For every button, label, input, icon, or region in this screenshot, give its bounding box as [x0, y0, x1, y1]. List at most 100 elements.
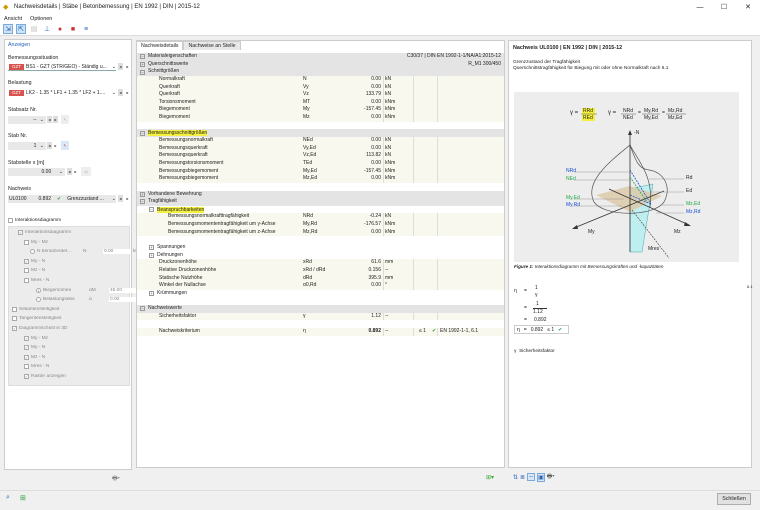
export-table-icon[interactable]: ⊞ — [20, 495, 26, 502]
radio-button[interactable] — [30, 249, 35, 255]
tree-item[interactable]: ✓ My - N — [24, 344, 121, 351]
print-icon[interactable]: 🖶▾ — [112, 476, 120, 482]
next-icon[interactable]: ▸ — [73, 168, 78, 175]
export-icon[interactable]: ⊞▾ — [486, 475, 495, 481]
pick-member-icon[interactable]: ↖ — [61, 141, 69, 150]
print-icon[interactable]: 🖶▾ — [546, 474, 555, 480]
calc-numerator: 1 — [536, 301, 539, 307]
tab-nachweisdetails[interactable]: Nachweisdetails — [136, 41, 184, 50]
checkbox[interactable]: ✓ — [24, 335, 29, 341]
pick-member-set-icon[interactable]: ↖ — [61, 115, 69, 124]
tree-item[interactable]: ✓ My - Mz — [24, 335, 121, 342]
next-icon[interactable]: ▸ — [125, 63, 130, 70]
select-icon[interactable]: ⇲ — [3, 24, 13, 34]
section-row[interactable]: + Spannungen — [137, 244, 504, 252]
close-window-button[interactable]: ✕ — [745, 4, 751, 11]
tree-item-value[interactable]: 0.00 — [109, 297, 137, 303]
radio-button[interactable] — [36, 297, 41, 303]
menu-optionen[interactable]: Optionen — [30, 15, 53, 22]
tree-item[interactable]: ✓ Mz - N — [24, 354, 121, 361]
section-row[interactable]: − Beanspruchbarkeiten — [137, 205, 504, 214]
next-icon[interactable]: ▸ — [53, 116, 58, 123]
collapse-icon: − — [149, 207, 154, 213]
fit-width-icon[interactable]: ⇔ — [527, 473, 536, 481]
result-icon-2[interactable]: ■ — [70, 25, 76, 33]
member-set-select[interactable]: -- ⌄ — [8, 116, 46, 124]
next-icon[interactable]: ▸ — [125, 195, 130, 202]
radio-button[interactable]: • — [36, 287, 41, 293]
table-icon[interactable]: ▤ — [30, 26, 38, 33]
location-options-icon[interactable]: x| — [81, 167, 91, 176]
checkbox[interactable]: ✓ — [12, 326, 17, 331]
section-row[interactable]: + Querschnittswerte R_M1 300/450 — [137, 60, 504, 69]
row-label: Querkraft — [159, 91, 180, 98]
prev-icon[interactable]: ◂ — [118, 195, 123, 202]
design-situation-select[interactable]: GZT BS1 - GZT (STR/GEO) - Ständig u... ⌄ — [8, 63, 116, 71]
settings-icon[interactable]: ≡ — [83, 25, 89, 33]
tree-item[interactable]: ✓ Raster anzeigen — [24, 373, 121, 380]
tree-item[interactable]: Mz - N — [24, 267, 121, 274]
tree-item[interactable]: ✓ Diagrammschnitt in 3D — [12, 325, 109, 332]
filter-icon[interactable]: ⇅ — [513, 474, 519, 481]
prev-icon[interactable]: ◂ — [67, 168, 72, 175]
member-icon[interactable]: ⊥ — [43, 26, 51, 33]
result-icon[interactable]: ● — [57, 25, 63, 33]
section-row[interactable]: − Materialeigenschaften C30/37 | DIN EN 19… — [137, 53, 504, 61]
checkbox[interactable] — [24, 239, 29, 245]
tree-item[interactable]: Tangentensteifigkeit — [12, 315, 109, 322]
close-button[interactable]: Schließen — [717, 493, 751, 505]
expand-icon: + — [149, 245, 154, 251]
check-select[interactable]: UL0100 0.892 ✔ Grenzzustand ... ⌄ — [8, 195, 116, 203]
next-icon[interactable]: ▸ — [53, 142, 58, 149]
checkbox[interactable]: ✓ — [24, 345, 29, 351]
prev-icon[interactable]: ◂ — [47, 142, 52, 149]
checkbox[interactable] — [24, 364, 29, 370]
checkbox[interactable]: ✓ — [24, 258, 29, 264]
prev-icon[interactable]: ◂ — [118, 89, 123, 96]
checkbox[interactable] — [12, 306, 17, 312]
checkbox[interactable] — [24, 268, 29, 274]
row-unit: kNm — [385, 228, 396, 235]
checkbox[interactable] — [12, 316, 17, 322]
checkbox[interactable]: ✓ — [18, 230, 23, 235]
section-row[interactable]: − Nachweiswerte — [137, 305, 504, 313]
row-value: -0.24 — [369, 213, 381, 220]
section-row[interactable]: − Bemessungsschnittgrößen — [137, 129, 504, 138]
checkbox[interactable] — [24, 278, 29, 283]
maximize-button[interactable]: ☐ — [720, 4, 728, 11]
section-row[interactable]: − Schnittgrößen — [137, 68, 504, 76]
tree-item[interactable]: ✓ My - N — [24, 258, 121, 265]
location-select[interactable]: 0.00 ⌄ — [8, 168, 65, 176]
section-row[interactable]: + Vorhandene Bewehrung — [137, 190, 504, 199]
checkbox[interactable] — [8, 218, 13, 223]
checkbox[interactable]: ✓ — [24, 374, 29, 379]
section-row[interactable]: − Tragfähigkeit — [137, 198, 504, 206]
prev-icon[interactable]: ◂ — [47, 116, 52, 123]
checkbox[interactable]: ✓ — [24, 354, 29, 360]
select-multi-icon[interactable]: ⇱ — [16, 24, 26, 34]
tree-item-value[interactable]: 0.00 — [103, 249, 131, 255]
minimize-button[interactable]: — — [696, 3, 704, 11]
tree-item[interactable]: Mres - N — [24, 363, 121, 370]
section-row[interactable]: + Krümmungen — [137, 289, 504, 298]
section-row[interactable]: + Dehnungen — [137, 251, 504, 260]
tree-item[interactable]: ✓ Interaktionsdiagramm — [18, 229, 115, 236]
member-select[interactable]: 1 ⌄ — [8, 142, 46, 150]
loading-select[interactable]: GZT LK2 - 1.35 * LF1 + 1.35 * LF2 + 1...… — [8, 89, 116, 97]
calc-eq: = — [524, 317, 527, 323]
search-icon[interactable]: ⌕ — [6, 494, 10, 501]
tree-item[interactable]: Mres - N — [24, 277, 121, 284]
tree-item[interactable]: My - Mz — [24, 239, 121, 246]
tree-item-value[interactable]: 45.00 — [109, 287, 137, 293]
menu-ansicht[interactable]: Ansicht — [4, 15, 23, 22]
next-icon[interactable]: ▸ — [125, 89, 130, 96]
interaction-diagram-toggle[interactable]: Interaktionsdiagramm — [8, 217, 61, 224]
list-icon[interactable]: ≣ — [520, 474, 526, 481]
prev-icon[interactable]: ◂ — [118, 63, 123, 70]
tab-nachweise-an-stelle[interactable]: Nachweise an Stelle — [183, 41, 241, 50]
tree-item[interactable]: Sekantensteifigkeit — [12, 306, 109, 313]
image-icon[interactable]: ▣ — [537, 472, 545, 482]
